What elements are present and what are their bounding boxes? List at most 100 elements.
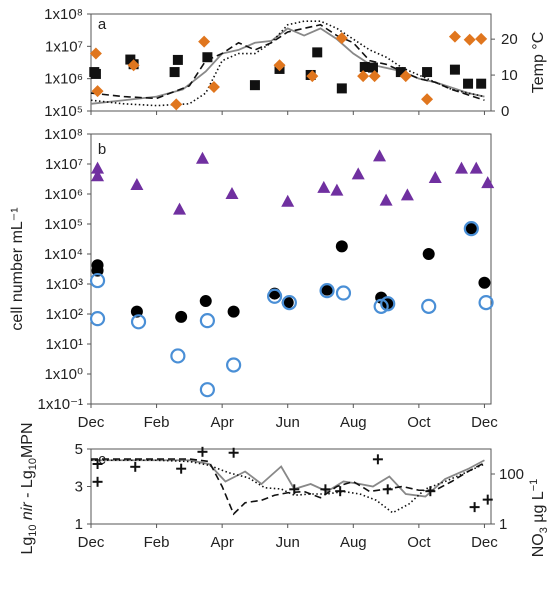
x-tick-label: Feb xyxy=(144,534,170,551)
y-axis-label-part: nir xyxy=(19,502,36,520)
marker-filled-circle xyxy=(199,295,212,308)
marker-open-circle xyxy=(89,311,106,327)
marker-triangle xyxy=(225,187,239,199)
marker-triangle xyxy=(281,194,295,207)
marker-square xyxy=(395,67,406,78)
y-tick-label: 1x10⁶ xyxy=(44,186,83,203)
marker-triangle xyxy=(469,161,483,174)
marker-open-circle xyxy=(170,348,186,364)
marker-open-circle xyxy=(281,294,297,311)
marker-square xyxy=(249,80,260,91)
marker-square xyxy=(449,64,460,75)
marker-open-circle xyxy=(319,283,335,299)
marker-open-circle xyxy=(478,294,494,311)
marker-filled-circle xyxy=(321,283,334,296)
marker-triangle xyxy=(130,177,144,190)
marker-filled-circle xyxy=(422,248,435,260)
marker-diamond xyxy=(368,70,381,83)
y-tick-label: 1x10⁸ xyxy=(44,126,83,143)
marker-open-circle xyxy=(421,298,437,314)
marker-diamond xyxy=(207,81,220,94)
y-tick-label: 1x10⁴ xyxy=(44,246,83,263)
marker-open-circle xyxy=(89,272,106,289)
marker-filled-circle xyxy=(478,276,491,289)
x-tick-label: Feb xyxy=(144,414,170,431)
marker-diamond xyxy=(421,93,434,106)
y-tick-label: 1x10⁵ xyxy=(44,103,83,120)
marker-diamond xyxy=(399,70,412,83)
marker-filled-circle xyxy=(91,264,104,277)
marker-diamond xyxy=(127,59,140,72)
y-right-axis-label-part: −1 xyxy=(528,479,540,492)
marker-square xyxy=(476,78,487,89)
marker-square xyxy=(422,67,433,78)
panel-b: 1x10⁻¹ 1x10⁰ 1x10¹ 1x10² 1x10³ 1x10⁴ 1x10⁵ 1x10… xyxy=(9,126,498,431)
marker-triangle xyxy=(373,149,387,162)
y-tick-label: 1x10⁻¹ xyxy=(38,396,83,413)
y-tick-label: 1x10⁷ xyxy=(45,38,83,55)
y-axis-label: cell number mL⁻¹ xyxy=(9,207,26,330)
y-right-tick-label: 0 xyxy=(501,103,509,120)
marker-open-circle xyxy=(267,288,283,304)
panel-a-frame xyxy=(90,13,492,112)
x-tick-label: Dec xyxy=(78,534,105,551)
y-right-tick-label: 1 xyxy=(499,516,507,533)
marker-triangle xyxy=(379,193,393,206)
y-right-tick-label: 10 xyxy=(501,67,518,84)
panel-a: 1x10⁵ 1x10⁶ 1x10⁷ 1x10⁸ 0 10 20 Temp °C a xyxy=(44,6,547,120)
marker-diamond xyxy=(335,32,348,45)
y-tick-label: 1x10¹ xyxy=(45,336,83,353)
y-axis-label-part: 10 xyxy=(27,458,39,470)
y-right-axis-label-part: 3 xyxy=(538,527,550,533)
marker-square xyxy=(312,47,323,58)
x-tick-label: Oct xyxy=(407,534,431,551)
marker-square xyxy=(359,61,370,72)
temp-line-solid xyxy=(90,27,485,105)
marker-filled-circle xyxy=(227,305,240,318)
temp-line-dotted xyxy=(90,20,485,107)
marker-square xyxy=(367,62,378,73)
marker-diamond xyxy=(198,35,211,48)
marker-open-circle xyxy=(380,296,396,312)
marker-open-circle xyxy=(335,285,352,301)
panel-label: b xyxy=(98,141,106,158)
y-axis-label-part: 10 xyxy=(27,525,39,537)
x-tick-label: Apr xyxy=(210,534,233,551)
y-axis-label-part: - Lg xyxy=(19,470,36,502)
marker-triangle xyxy=(428,171,442,184)
marker-diamond xyxy=(357,70,370,83)
marker-open-circle xyxy=(199,313,215,329)
y-right-axis-label-part: µg L xyxy=(530,491,547,527)
marker-square xyxy=(463,78,474,89)
y-right-axis-label: NO3 µg L−1 xyxy=(528,479,550,558)
marker-triangle xyxy=(173,202,187,215)
marker-triangle xyxy=(400,188,414,201)
marker-square xyxy=(336,83,347,94)
marker-diamond xyxy=(463,33,476,46)
x-tick-label: Oct xyxy=(407,414,431,431)
x-tick-label: Aug xyxy=(340,414,367,431)
temp-line-dashed xyxy=(90,23,485,101)
y-tick-label: 1 xyxy=(75,516,83,533)
no3-line-dotted xyxy=(91,459,485,514)
x-tick-label: Jun xyxy=(276,534,300,551)
marker-triangle xyxy=(454,161,468,174)
panel-label: a xyxy=(98,16,107,33)
y-tick-label: 5 xyxy=(75,441,83,458)
marker-diamond xyxy=(91,85,104,98)
y-right-tick-label: 20 xyxy=(501,31,518,48)
marker-diamond xyxy=(306,70,319,83)
y-right-tick-label: 100 xyxy=(499,466,524,483)
marker-diamond xyxy=(448,30,461,43)
marker-triangle xyxy=(330,183,344,196)
marker-diamond xyxy=(170,98,183,111)
marker-triangle xyxy=(195,151,209,164)
marker-square xyxy=(90,68,101,79)
marker-filled-circle xyxy=(175,310,188,323)
y-axis-label-part: MPN xyxy=(19,422,36,458)
marker-triangle xyxy=(91,169,105,182)
marker-filled-circle xyxy=(465,222,478,235)
x-tick-label: Apr xyxy=(210,414,233,431)
y-tick-label: 1x10⁵ xyxy=(44,216,83,233)
